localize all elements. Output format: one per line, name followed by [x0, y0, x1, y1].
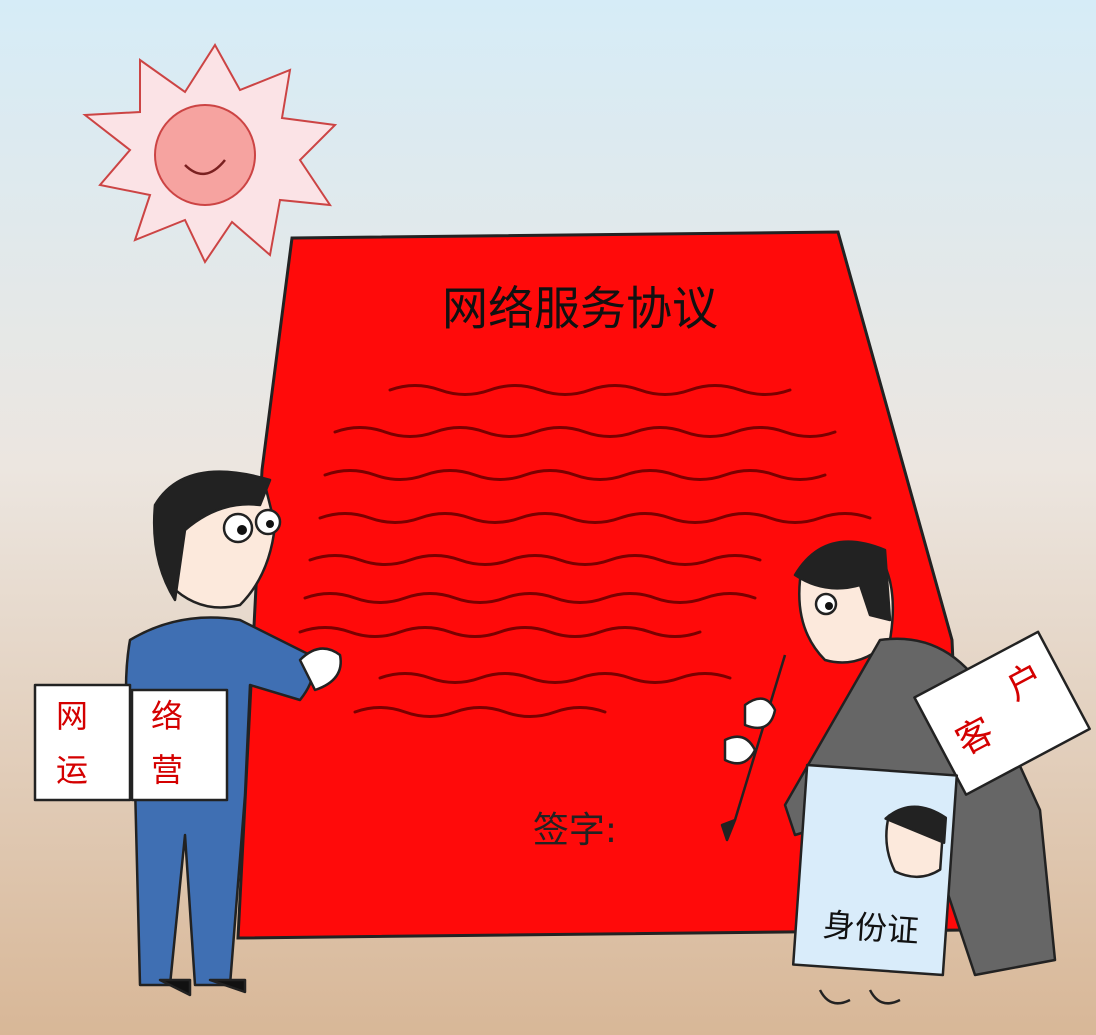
- text-line: [333, 426, 837, 438]
- sign-character: 网: [56, 697, 88, 735]
- customer-sign: 客 户: [913, 630, 1091, 796]
- sign-board: [33, 683, 132, 802]
- sign-character: 络: [151, 697, 183, 735]
- text-line: [303, 592, 757, 604]
- contract-text-lines: [298, 384, 872, 718]
- id-card-label: 身份证: [822, 906, 920, 951]
- sun: [82, 43, 338, 265]
- text-line: [388, 384, 792, 396]
- sign-character: 营: [151, 751, 183, 789]
- signature-label: 签字:: [533, 810, 617, 851]
- sign-board: [913, 630, 1091, 796]
- sign-board: [130, 688, 229, 802]
- text-line: [378, 672, 732, 684]
- text-line: [308, 554, 762, 566]
- text-line: [318, 512, 872, 524]
- sign-character: 运: [56, 751, 88, 789]
- text-line: [323, 469, 827, 481]
- id-card: 身份证: [791, 763, 959, 977]
- contract: 网络服务协议 签字:: [236, 230, 967, 940]
- text-line: [298, 626, 702, 638]
- contract-title: 网络服务协议: [442, 282, 718, 336]
- operator-sign: 网 络 运 营: [33, 683, 229, 802]
- text-line: [353, 706, 607, 718]
